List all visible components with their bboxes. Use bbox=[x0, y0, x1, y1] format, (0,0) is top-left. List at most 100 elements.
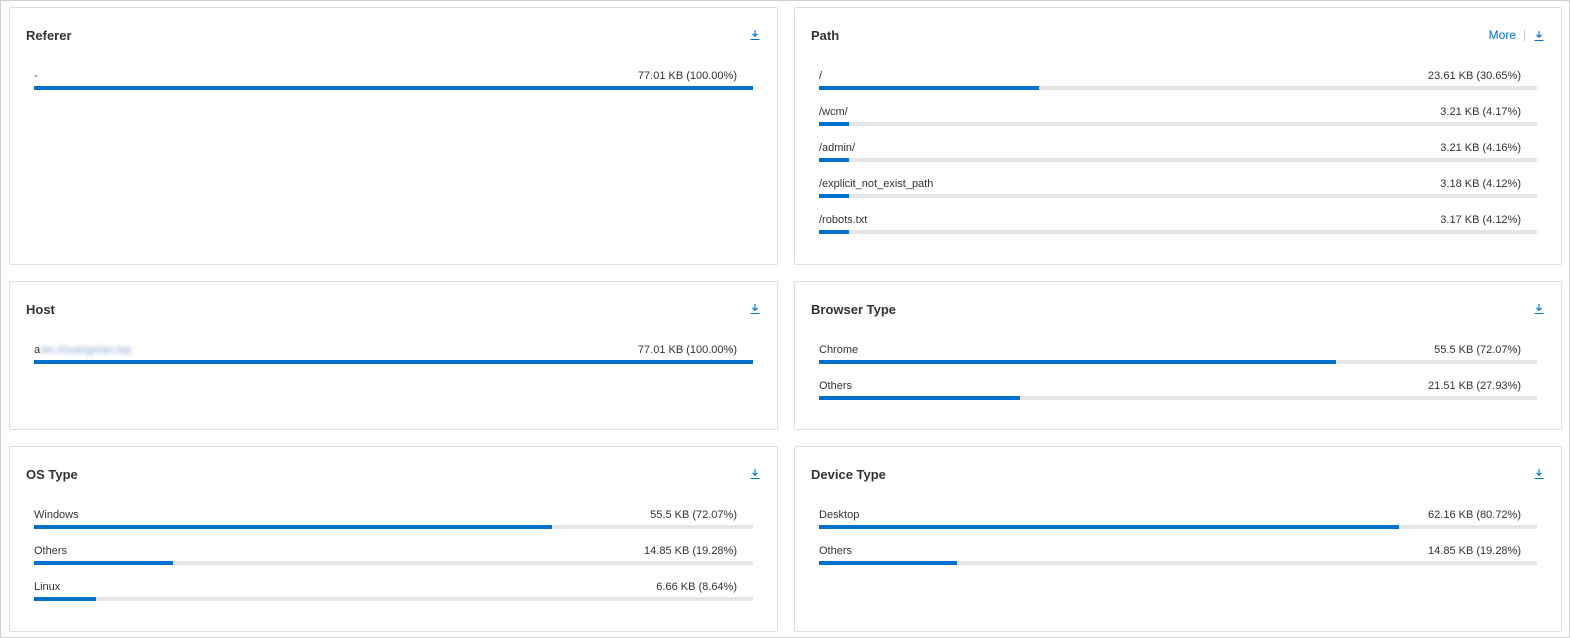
progress-fill bbox=[819, 122, 849, 126]
download-icon[interactable] bbox=[1533, 29, 1545, 42]
progress-track bbox=[819, 122, 1537, 126]
list-item: Others 14.85 KB (19.28%) bbox=[34, 543, 753, 579]
card-actions bbox=[1533, 302, 1545, 315]
row-value: 62.16 KB (80.72%) bbox=[1428, 509, 1521, 521]
progress-track bbox=[34, 597, 753, 601]
row-value: 55.5 KB (72.07%) bbox=[1434, 344, 1521, 356]
progress-track bbox=[819, 360, 1537, 364]
progress-fill bbox=[34, 360, 753, 364]
row-label-text: Others bbox=[819, 545, 853, 557]
download-icon[interactable] bbox=[1533, 467, 1545, 480]
row-list: Chrome 55.5 KB (72.07%) Others 21.51 KB (27… bbox=[819, 342, 1537, 414]
progress-fill bbox=[819, 158, 849, 162]
progress-track bbox=[34, 360, 753, 364]
row-label-text: Chrome bbox=[819, 344, 859, 356]
row-value: 77.01 KB (100.00%) bbox=[637, 344, 737, 356]
row-value: 14.85 KB (19.28%) bbox=[644, 545, 737, 557]
progress-track bbox=[34, 525, 753, 529]
row-value: 3.21 KB (4.16%) bbox=[1440, 142, 1521, 154]
download-icon[interactable] bbox=[749, 302, 761, 315]
download-icon[interactable] bbox=[749, 467, 761, 480]
action-divider bbox=[1524, 29, 1525, 41]
row-label: Others bbox=[819, 545, 852, 557]
path-card: Path More / 23.61 KB (30.65%) /wcm/3.21 KB… bbox=[794, 7, 1562, 265]
card-title: OS Type bbox=[26, 467, 78, 482]
progress-track bbox=[819, 230, 1537, 234]
row-label: /robots.txt bbox=[819, 214, 867, 226]
more-link[interactable]: More bbox=[1488, 28, 1516, 42]
list-item: Chrome 55.5 KB (72.07%) bbox=[819, 342, 1537, 378]
row-label-text: - bbox=[34, 70, 38, 82]
list-item: aws.shuangxiao.top 77.01 KB (100.00%) bbox=[34, 342, 753, 378]
list-item: Linux 6.66 KB (8.64%) bbox=[34, 579, 753, 615]
progress-fill bbox=[34, 525, 553, 529]
row-label-text: /explicit_not_exist_path bbox=[819, 178, 934, 190]
progress-track bbox=[819, 396, 1537, 400]
progress-fill bbox=[819, 360, 1337, 364]
list-item: Windows 55.5 KB (72.07%) bbox=[34, 507, 753, 543]
download-icon[interactable] bbox=[749, 28, 761, 41]
row-value: 55.5 KB (72.07%) bbox=[650, 509, 737, 521]
row-list: /23.61 KB (30.65%)/wcm/3.21 KB (4.17%)/a… bbox=[819, 68, 1537, 248]
card-title: Device Type bbox=[811, 467, 886, 482]
row-label-text: /admin/ bbox=[819, 142, 856, 154]
row-value: 3.17 KB (4.12%) bbox=[1440, 214, 1521, 226]
row-label-text: / bbox=[819, 70, 823, 82]
progress-fill bbox=[819, 230, 849, 234]
card-actions bbox=[749, 302, 761, 315]
row-list: Desktop 62.16 KB (80.72%) Others 14.85 KB (… bbox=[819, 507, 1537, 579]
row-label-text: Linux bbox=[34, 581, 61, 593]
progress-fill bbox=[819, 561, 958, 565]
progress-fill bbox=[819, 194, 849, 198]
progress-track bbox=[819, 158, 1537, 162]
row-label: Desktop bbox=[819, 509, 859, 521]
progress-fill bbox=[34, 86, 753, 90]
row-label-text: Others bbox=[819, 380, 853, 392]
row-label-text: /wcm/ bbox=[819, 106, 848, 118]
row-label-text: Others bbox=[34, 545, 68, 557]
row-list: aws.shuangxiao.top 77.01 KB (100.00%) bbox=[34, 342, 753, 378]
progress-track bbox=[34, 86, 753, 90]
card-actions bbox=[749, 467, 761, 480]
row-label: /admin/ bbox=[819, 142, 855, 154]
progress-fill bbox=[34, 597, 97, 601]
progress-fill bbox=[819, 396, 1020, 400]
os-type-card: OS Type Windows 55.5 KB (72.07%) Others 14.… bbox=[9, 446, 778, 632]
download-icon[interactable] bbox=[1533, 302, 1545, 315]
referer-card: Referer - 77.01 KB (100.00%) bbox=[9, 7, 778, 265]
list-item: Others 14.85 KB (19.28%) bbox=[819, 543, 1537, 579]
row-label: - bbox=[34, 70, 38, 82]
row-label-text: a bbox=[34, 344, 41, 356]
row-value: 21.51 KB (27.93%) bbox=[1428, 380, 1521, 392]
row-value: 6.66 KB (8.64%) bbox=[656, 581, 737, 593]
row-value: 3.21 KB (4.17%) bbox=[1440, 106, 1521, 118]
progress-track bbox=[819, 561, 1537, 565]
list-item: /robots.txt 3.17 KB (4.12%) bbox=[819, 212, 1537, 248]
row-value: 3.18 KB (4.12%) bbox=[1440, 178, 1521, 190]
list-item: /wcm/3.21 KB (4.17%) bbox=[819, 104, 1537, 140]
list-item: Others 21.51 KB (27.93%) bbox=[819, 378, 1537, 414]
progress-track bbox=[34, 561, 753, 565]
card-actions bbox=[749, 28, 761, 41]
row-label: Windows bbox=[34, 509, 79, 521]
host-card: Host aws.shuangxiao.top 77.01 KB (100.00%… bbox=[9, 281, 778, 430]
card-title: Path bbox=[811, 28, 840, 43]
row-label: /wcm/ bbox=[819, 106, 848, 118]
card-title: Host bbox=[26, 302, 55, 317]
row-label: Chrome bbox=[819, 344, 858, 356]
row-label: / bbox=[819, 70, 822, 82]
progress-fill bbox=[819, 525, 1399, 529]
row-label-text: Windows bbox=[34, 509, 79, 521]
progress-fill bbox=[34, 561, 173, 565]
list-item: Desktop 62.16 KB (80.72%) bbox=[819, 507, 1537, 543]
row-label-text: /robots.txt bbox=[819, 214, 868, 226]
progress-fill bbox=[819, 86, 1040, 90]
row-label: Others bbox=[819, 380, 852, 392]
progress-track bbox=[819, 86, 1537, 90]
row-label: aws.shuangxiao.top bbox=[34, 344, 131, 356]
browser-type-card: Browser Type Chrome 55.5 KB (72.07%) Other… bbox=[794, 281, 1562, 430]
row-value: 14.85 KB (19.28%) bbox=[1428, 545, 1521, 557]
row-label: Others bbox=[34, 545, 67, 557]
progress-track bbox=[819, 194, 1537, 198]
list-item: / 23.61 KB (30.65%) bbox=[819, 68, 1537, 104]
